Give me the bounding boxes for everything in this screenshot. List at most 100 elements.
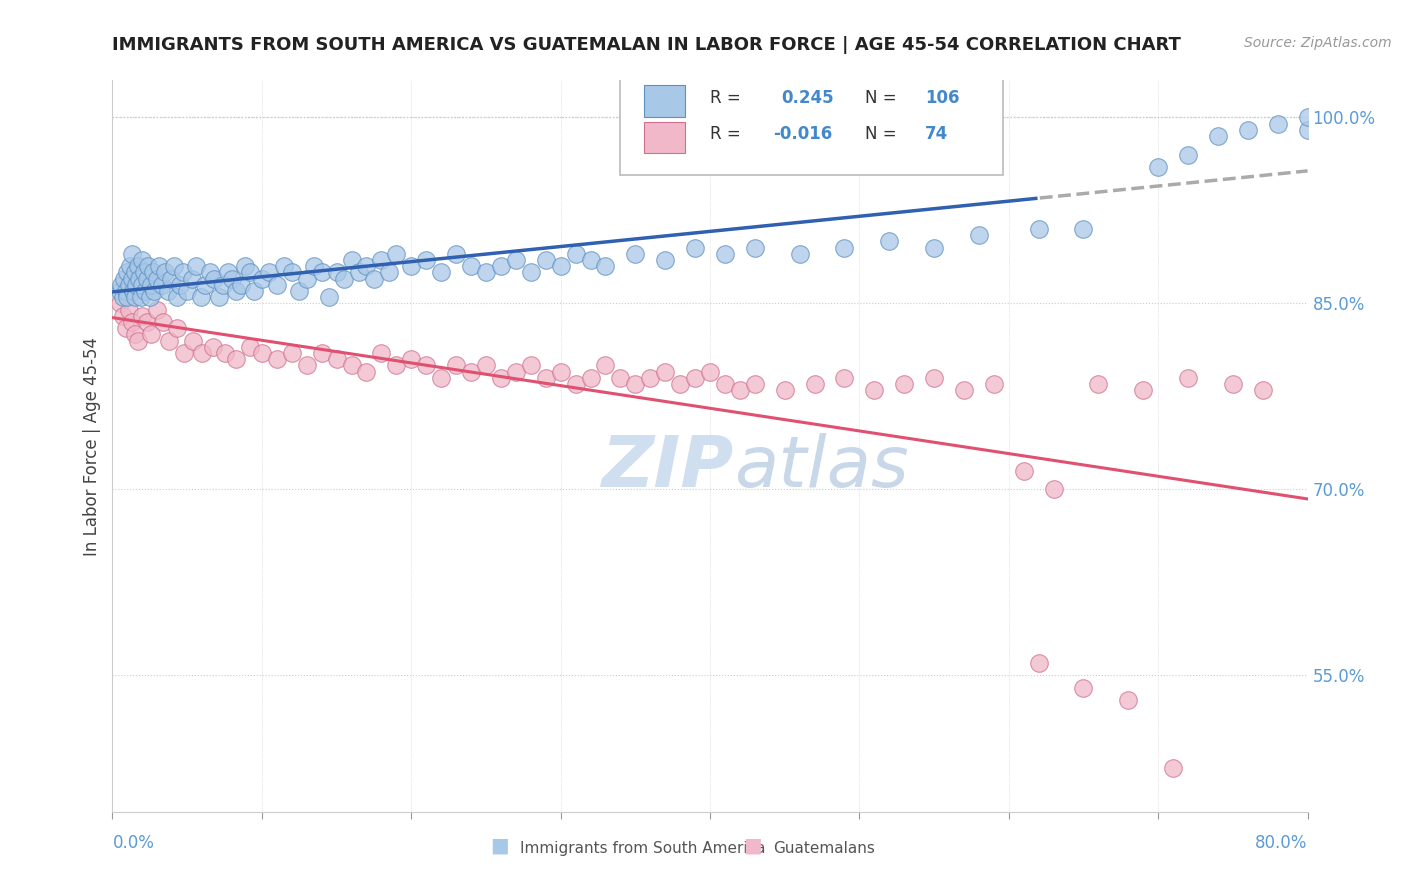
Text: Guatemalans: Guatemalans xyxy=(773,841,875,856)
Point xyxy=(318,290,340,304)
Point xyxy=(1237,123,1260,137)
FancyBboxPatch shape xyxy=(620,66,1002,176)
Point xyxy=(550,259,572,273)
Point xyxy=(139,290,162,304)
Point xyxy=(340,253,363,268)
Point xyxy=(401,259,423,273)
Point xyxy=(229,277,252,292)
Point xyxy=(744,377,766,392)
Text: N =: N = xyxy=(865,126,897,144)
Point xyxy=(143,284,166,298)
Point xyxy=(146,271,169,285)
Text: 0.245: 0.245 xyxy=(782,89,834,107)
Point xyxy=(1296,123,1319,137)
Point xyxy=(505,253,527,268)
Point xyxy=(609,371,631,385)
Point xyxy=(302,259,325,273)
Point xyxy=(128,271,150,285)
Point xyxy=(550,365,572,379)
Point xyxy=(207,290,229,304)
Point xyxy=(654,253,676,268)
Point xyxy=(333,271,356,285)
Point xyxy=(122,284,145,298)
Point xyxy=(114,271,135,285)
Point xyxy=(217,265,239,279)
Point xyxy=(953,383,976,397)
Point xyxy=(475,265,498,279)
Point xyxy=(714,377,737,392)
Point xyxy=(124,327,146,342)
Point xyxy=(115,321,138,335)
Text: 0.0%: 0.0% xyxy=(112,834,155,852)
Point xyxy=(295,359,318,373)
Point xyxy=(356,259,378,273)
Point xyxy=(108,296,131,310)
Point xyxy=(893,377,915,392)
Point xyxy=(180,271,202,285)
Point xyxy=(1267,117,1289,131)
Point xyxy=(638,371,662,385)
Point xyxy=(127,259,149,273)
Point xyxy=(714,247,737,261)
Point xyxy=(141,327,163,342)
Point xyxy=(111,290,134,304)
Text: N =: N = xyxy=(865,89,897,107)
Point xyxy=(1296,111,1319,125)
Point xyxy=(118,277,141,292)
Point xyxy=(564,377,586,392)
Point xyxy=(1177,147,1199,161)
Point xyxy=(863,383,886,397)
Point xyxy=(281,265,304,279)
Point xyxy=(789,247,811,261)
Point xyxy=(564,247,586,261)
Point xyxy=(1087,377,1109,392)
Point xyxy=(624,247,647,261)
Point xyxy=(172,265,194,279)
Point xyxy=(121,315,143,329)
Point xyxy=(356,365,378,379)
Point xyxy=(683,241,706,255)
Point xyxy=(595,359,617,373)
Point xyxy=(1042,483,1064,497)
Point xyxy=(347,265,370,279)
Point xyxy=(181,334,204,348)
Point xyxy=(385,359,408,373)
Point xyxy=(129,290,152,304)
Point xyxy=(273,259,295,273)
Point xyxy=(108,284,131,298)
Text: R =: R = xyxy=(710,126,741,144)
Point xyxy=(141,277,163,292)
Point xyxy=(266,352,288,367)
Point xyxy=(131,277,153,292)
Point xyxy=(922,371,945,385)
Point xyxy=(266,277,288,292)
Text: 80.0%: 80.0% xyxy=(1256,834,1308,852)
Point xyxy=(111,309,134,323)
Point xyxy=(444,359,467,373)
Point xyxy=(340,359,363,373)
Point xyxy=(295,271,318,285)
Point xyxy=(1073,681,1095,695)
Point xyxy=(134,284,156,298)
Point xyxy=(520,359,543,373)
Text: 106: 106 xyxy=(925,89,960,107)
Point xyxy=(191,346,214,360)
Point xyxy=(773,383,796,397)
Point xyxy=(194,277,217,292)
Text: ▪: ▪ xyxy=(742,831,762,861)
Point xyxy=(176,284,198,298)
Point xyxy=(624,377,647,392)
Point xyxy=(127,334,149,348)
Text: ZIP: ZIP xyxy=(602,434,734,502)
Point xyxy=(385,247,408,261)
Point xyxy=(201,340,224,354)
Point xyxy=(239,265,262,279)
Point xyxy=(1028,656,1050,670)
Point xyxy=(922,241,945,255)
Point xyxy=(579,371,602,385)
Point xyxy=(877,235,901,249)
Point xyxy=(214,346,236,360)
Point xyxy=(146,302,169,317)
Point xyxy=(235,259,257,273)
Point xyxy=(124,265,146,279)
